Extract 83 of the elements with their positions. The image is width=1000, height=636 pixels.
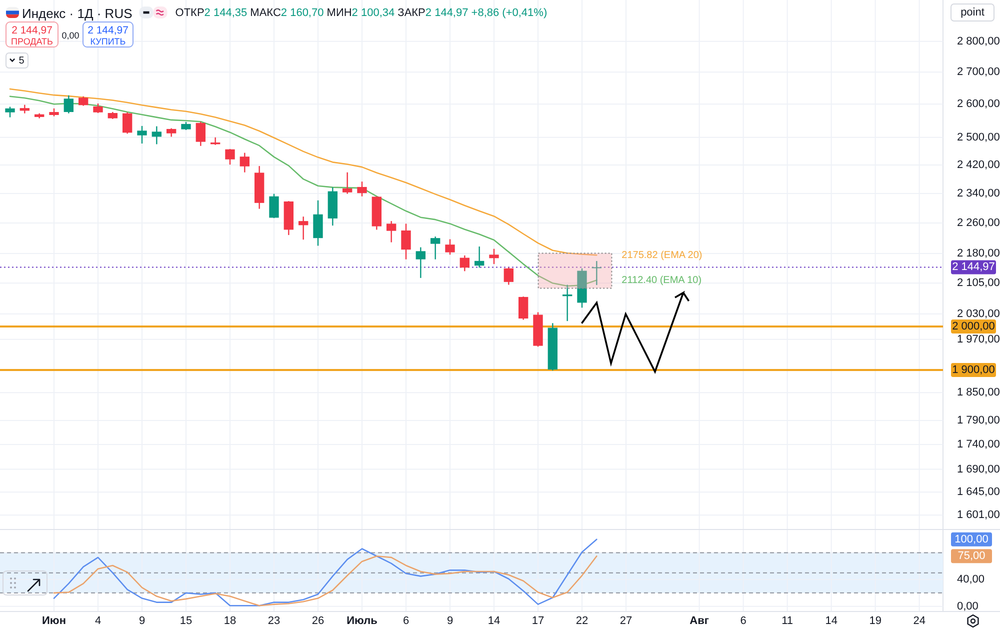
annotation: ПРОДАТЬ — [11, 36, 54, 46]
x-tick-label: 18 — [224, 615, 236, 627]
y-tick-label: 2 180,00 — [957, 247, 1000, 260]
candlestick — [401, 223, 411, 260]
x-tick-label: 9 — [138, 615, 146, 627]
y-tick-label: 2 800,00 — [957, 35, 1000, 48]
annotation: 2 144,97 — [12, 24, 53, 36]
annotation: 0,00 — [62, 30, 80, 40]
y-tick-label: 2 105,00 — [957, 277, 1000, 290]
text: 100,00 — [954, 533, 988, 546]
x-tick-label: 6 — [402, 615, 410, 627]
y-tick-label: 1 690,00 — [957, 463, 1000, 476]
candlestick — [474, 246, 484, 268]
annotation: КУПИТЬ — [90, 36, 126, 46]
y-tick-label: 0,00 — [957, 600, 978, 612]
candlestick — [5, 106, 15, 118]
y-tick-label: 1 970,00 — [957, 333, 1000, 346]
y-tick-label: 2 260,00 — [957, 216, 1000, 229]
x-tick-label: Июль — [346, 615, 378, 627]
x-tick-label: 19 — [869, 615, 882, 627]
x-tick-label: 4 — [94, 615, 102, 627]
candlestick — [342, 172, 352, 194]
candlestick — [416, 246, 426, 279]
x-tick-label: 24 — [913, 615, 926, 627]
candlestick — [313, 200, 323, 246]
candlestick — [489, 248, 499, 265]
candlestick — [460, 254, 470, 272]
y-tick-label: 2 030,00 — [957, 308, 1000, 320]
x-tick-label: 9 — [446, 615, 454, 627]
y-axis-title: point — [960, 6, 984, 18]
candlestick — [445, 238, 455, 256]
line-series — [9, 88, 598, 256]
candlestick — [269, 193, 279, 219]
y-tick-label: 1 850,00 — [957, 386, 1000, 399]
candlestick — [504, 267, 514, 286]
annotation: 5 — [18, 55, 25, 66]
text: ОТКР2 144,35 МАКС2 160,70 МИН2 100,34 ЗАКР2 144,97 +8,86 (+0,41%) — [175, 7, 548, 19]
y-tick-label: 40,00 — [957, 574, 985, 586]
line-series — [53, 555, 598, 606]
candlestick — [137, 125, 147, 144]
candlestick — [122, 112, 132, 134]
text: 2175.82 (EMA 20) — [622, 250, 702, 261]
y-tick-label: 1 645,00 — [957, 486, 1000, 498]
candlestick — [196, 121, 206, 147]
candlestick — [562, 284, 572, 322]
y-tick-label: 2 500,00 — [957, 131, 1000, 144]
x-tick-label: 14 — [488, 615, 500, 627]
candlestick — [386, 220, 396, 243]
text: 75,00 — [958, 550, 986, 562]
candlestick — [93, 102, 103, 114]
x-tick-label: 14 — [825, 615, 838, 627]
annotation: 2 144,97 — [88, 24, 129, 36]
y-tick-label: 1 790,00 — [957, 414, 1000, 427]
x-tick-label: 11 — [782, 615, 794, 627]
candlestick — [240, 152, 250, 173]
y-tick-label: 2 700,00 — [957, 66, 1000, 78]
candlestick — [64, 94, 74, 114]
y-tick-label: 2 420,00 — [957, 158, 1000, 171]
x-tick-label: Авг — [690, 615, 710, 627]
candlestick — [298, 216, 308, 240]
text: Индекс · 1Д · RUS — [22, 6, 133, 20]
x-tick-label: 15 — [180, 615, 192, 627]
x-tick-label: 26 — [312, 615, 324, 627]
candlestick — [78, 96, 88, 106]
text: 2112.40 (EMA 10) — [622, 274, 702, 286]
line-series — [53, 538, 598, 606]
y-tick-label: 2 600,00 — [957, 98, 1000, 110]
candlestick — [152, 126, 162, 145]
x-tick-label: Июн — [42, 615, 66, 627]
line-series — [9, 96, 598, 287]
candlestick — [430, 236, 440, 260]
candlestick — [592, 260, 602, 286]
x-tick-label: 6 — [740, 615, 746, 627]
candlestick — [518, 296, 528, 320]
y-tick-label: 1 601,00 — [957, 509, 1000, 522]
x-tick-label: 23 — [268, 615, 280, 627]
y-tick-label: 2 340,00 — [957, 187, 1000, 200]
x-tick-label: 17 — [532, 615, 544, 627]
x-tick-label: 22 — [576, 615, 588, 627]
x-tick-label: 27 — [620, 615, 632, 627]
y-tick-label: 1 740,00 — [957, 438, 1000, 451]
candlestick — [225, 148, 235, 166]
candlestick — [357, 180, 367, 197]
